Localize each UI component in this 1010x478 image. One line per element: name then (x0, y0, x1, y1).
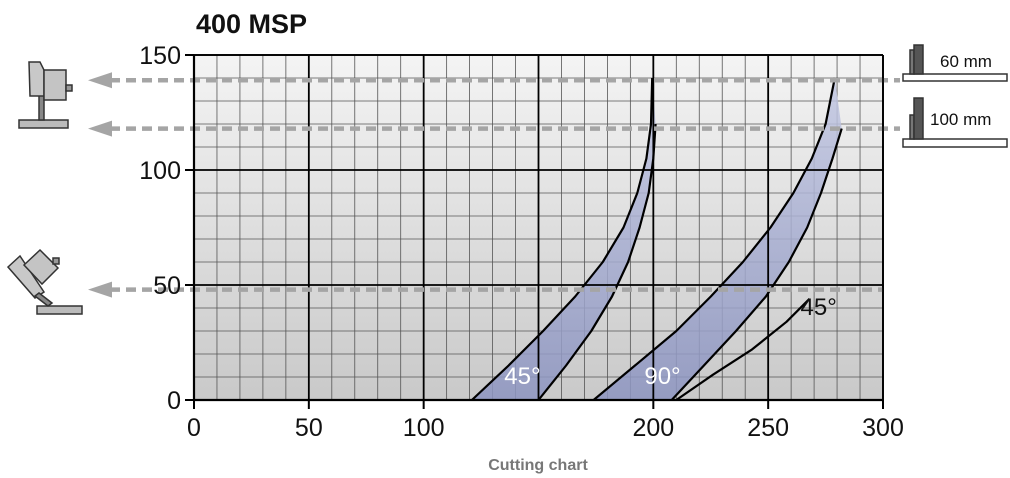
curve-90-right (670, 128, 843, 401)
y-tick-label: 0 (167, 387, 181, 415)
chart-caption: Cutting chart (488, 457, 588, 474)
workpiece-60mm-icon (902, 44, 1008, 82)
label-60mm: 60 mm (940, 52, 992, 71)
saw-straight-icon (18, 61, 73, 129)
label-100mm: 100 mm (930, 110, 991, 129)
curve-45-left (471, 77, 654, 401)
angle-annotation: 90° (644, 363, 680, 390)
axes: 0 50 100 200 250 300 0 50 100 150 (139, 42, 904, 442)
x-tick-label: 0 (187, 414, 201, 442)
cutting-curves (471, 77, 843, 401)
curve-45-right (537, 123, 657, 401)
x-tick-label: 300 (862, 414, 904, 442)
cutting-band (593, 78, 842, 400)
reference-arrow-icon (88, 120, 112, 137)
cutting-bands (471, 78, 842, 400)
angle-annotation: 45° (504, 363, 540, 390)
x-tick-label: 200 (632, 414, 674, 442)
curve-45-lower (675, 298, 811, 401)
reference-arrow-icon (88, 72, 112, 89)
y-tick-label: 50 (153, 272, 181, 300)
x-tick-label: 100 (403, 414, 445, 442)
cutting-band (471, 78, 656, 400)
workpiece-100mm-icon (902, 97, 1008, 148)
annotations: 45° 90° 45° (504, 294, 837, 390)
x-tick-label: 250 (747, 414, 789, 442)
y-tick-label: 150 (139, 42, 181, 70)
chart-title: 400 MSP (196, 9, 307, 39)
saw-tilted-icon (6, 248, 83, 315)
reference-arrow-icon (88, 281, 112, 298)
x-tick-label: 50 (295, 414, 323, 442)
y-tick-label: 100 (139, 157, 181, 185)
angle-annotation: 45° (801, 294, 837, 321)
curve-90-left (592, 77, 836, 401)
reference-lines (88, 72, 900, 298)
